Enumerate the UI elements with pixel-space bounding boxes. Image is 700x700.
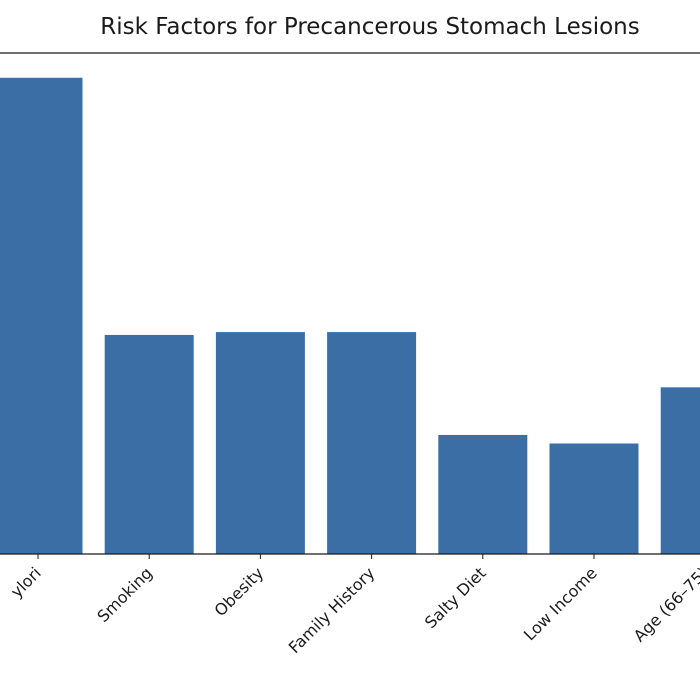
x-tick-label-3: Family History [285,563,379,657]
bar-1 [104,334,194,554]
x-tick-label-6: Age (66–75) [630,563,700,645]
bar-4 [438,434,528,554]
bar-3 [327,332,417,554]
x-tick-label-0: ylori [7,563,45,601]
bar-2 [215,332,305,554]
x-tick-label-1: Smoking [93,563,156,626]
bar-0 [0,77,83,555]
x-tick-label-5: Low Income [520,563,601,644]
bar-5 [549,443,639,554]
x-tick-label-2: Obesity [211,563,268,620]
bar-6 [660,387,700,554]
chart-title: Risk Factors for Precancerous Stomach Le… [100,14,640,40]
x-tick-label-4: Salty Diet [421,563,490,632]
